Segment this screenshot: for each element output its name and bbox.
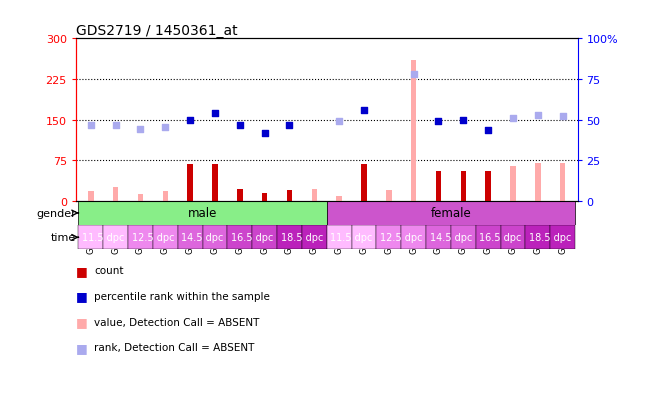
Bar	[88, 192, 94, 201]
Bar	[277, 225, 302, 250]
Bar	[286, 190, 292, 201]
Text: ■: ■	[76, 290, 88, 303]
Text: male: male	[188, 207, 217, 220]
Text: ■: ■	[76, 341, 88, 354]
Text: 11.5 dpc: 11.5 dpc	[331, 233, 373, 243]
Bar	[461, 171, 466, 201]
Bar	[327, 225, 352, 250]
Point	[483, 128, 494, 134]
Bar	[485, 171, 491, 201]
Point	[358, 107, 369, 114]
Bar	[178, 225, 203, 250]
Text: 14.5 dpc: 14.5 dpc	[430, 233, 472, 243]
Bar	[187, 164, 193, 201]
Text: GDS2719 / 1450361_at: GDS2719 / 1450361_at	[76, 24, 238, 38]
Bar	[337, 197, 342, 201]
Bar	[79, 201, 327, 225]
Point	[458, 117, 469, 123]
Point	[185, 117, 195, 123]
Bar	[525, 225, 550, 250]
Bar	[411, 61, 416, 201]
Point	[284, 122, 295, 129]
Text: gender: gender	[37, 209, 77, 218]
Bar	[128, 225, 153, 250]
Bar	[138, 195, 143, 201]
Bar	[213, 164, 218, 201]
Text: female: female	[430, 207, 471, 220]
Text: 16.5 dpc: 16.5 dpc	[231, 233, 273, 243]
Bar	[79, 225, 103, 250]
Bar	[237, 190, 242, 201]
Bar	[500, 225, 525, 250]
Text: 12.5 dpc: 12.5 dpc	[131, 233, 174, 243]
Point	[409, 71, 419, 78]
Point	[110, 122, 121, 129]
Bar	[560, 164, 566, 201]
Text: 11.5 dpc: 11.5 dpc	[82, 233, 124, 243]
Bar	[510, 166, 515, 201]
Bar	[352, 225, 376, 250]
Bar	[361, 164, 367, 201]
Bar	[476, 225, 500, 250]
Bar	[451, 225, 476, 250]
Bar	[153, 225, 178, 250]
Text: 12.5 dpc: 12.5 dpc	[380, 233, 422, 243]
Bar	[228, 225, 252, 250]
Bar	[162, 192, 168, 201]
Bar	[386, 190, 391, 201]
Text: value, Detection Call = ABSENT: value, Detection Call = ABSENT	[94, 317, 260, 327]
Bar	[103, 225, 128, 250]
Point	[508, 116, 518, 123]
Bar	[113, 188, 118, 201]
Text: ■: ■	[76, 315, 88, 328]
Text: percentile rank within the sample: percentile rank within the sample	[94, 291, 270, 301]
Bar	[312, 190, 317, 201]
Text: rank, Detection Call = ABSENT: rank, Detection Call = ABSENT	[94, 342, 255, 352]
Bar	[401, 225, 426, 250]
Text: ■: ■	[76, 264, 88, 277]
Bar	[550, 225, 575, 250]
Bar	[327, 201, 575, 225]
Point	[135, 127, 146, 133]
Point	[259, 131, 270, 137]
Bar	[203, 225, 228, 250]
Bar	[262, 193, 267, 201]
Point	[234, 122, 245, 129]
Text: time: time	[51, 233, 77, 243]
Point	[433, 118, 444, 125]
Bar	[376, 225, 401, 250]
Point	[557, 113, 568, 120]
Bar	[426, 225, 451, 250]
Text: 16.5 dpc: 16.5 dpc	[479, 233, 521, 243]
Bar	[436, 171, 441, 201]
Text: 14.5 dpc: 14.5 dpc	[182, 233, 224, 243]
Text: 18.5 dpc: 18.5 dpc	[280, 233, 323, 243]
Bar	[302, 225, 327, 250]
Bar	[535, 164, 541, 201]
Point	[210, 110, 220, 117]
Point	[334, 118, 345, 125]
Point	[533, 113, 543, 119]
Point	[160, 124, 170, 131]
Text: count: count	[94, 266, 124, 275]
Bar	[252, 225, 277, 250]
Point	[86, 122, 96, 129]
Text: 18.5 dpc: 18.5 dpc	[529, 233, 572, 243]
